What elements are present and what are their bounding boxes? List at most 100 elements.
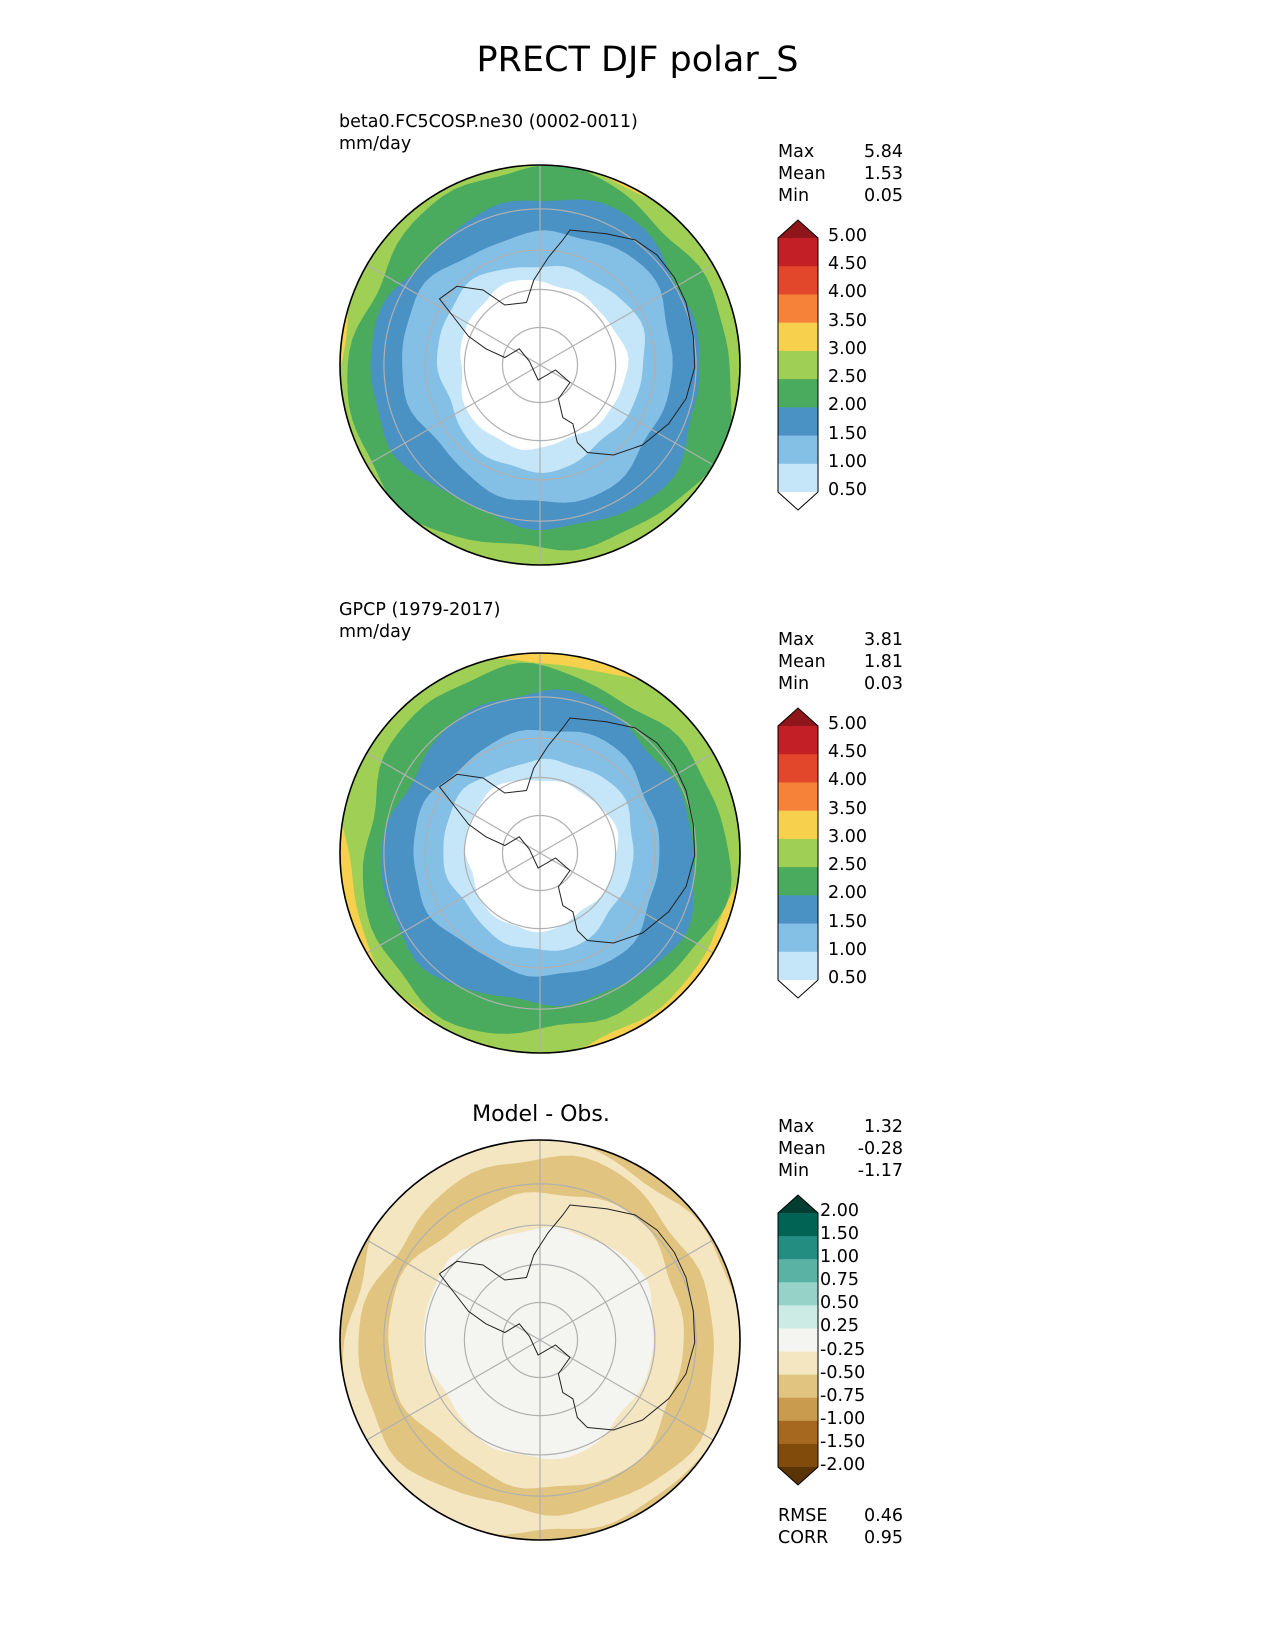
stat-max: Max 3.81 bbox=[778, 630, 903, 650]
colorbar-tick-label: 0.75 bbox=[820, 1270, 859, 1291]
colorbar-tick-label: 2.00 bbox=[820, 1201, 859, 1221]
colorbar-extend-min bbox=[778, 1467, 818, 1485]
panel-test-stats: Max 5.84 Mean 1.53 Min 0.05 bbox=[778, 141, 903, 207]
colorbar-extend-min bbox=[778, 980, 818, 998]
colorbar-bin bbox=[778, 951, 818, 981]
stat-mean: Mean 1.81 bbox=[778, 652, 903, 672]
graticule-meridian bbox=[539, 752, 714, 854]
colorbar-tick-label: 3.50 bbox=[828, 798, 867, 819]
graticule-meridian bbox=[539, 264, 714, 366]
stat-min: Min 0.05 bbox=[778, 186, 903, 206]
colorbar-tick-label: 3.00 bbox=[828, 826, 867, 847]
antarctica-coastline bbox=[438, 229, 696, 456]
panel-ref-name: GPCP (1979-2017) bbox=[339, 600, 501, 620]
graticule-meridian bbox=[366, 1339, 541, 1441]
colorbar-tick-label: 4.00 bbox=[828, 770, 867, 791]
stat-max: Max 1.32 bbox=[778, 1117, 903, 1137]
colorbar-bin bbox=[778, 810, 818, 840]
colorbar-tick-label: 2.00 bbox=[828, 395, 867, 416]
colorbar-bin bbox=[778, 266, 818, 295]
colorbar-tick-label: 0.50 bbox=[820, 1293, 859, 1314]
colorbar-tick-label: 4.50 bbox=[828, 254, 867, 275]
map-boundary bbox=[339, 652, 741, 1054]
panel-diff-title: Model - Obs. bbox=[472, 1102, 610, 1127]
colorbar-bin bbox=[778, 435, 818, 465]
panel-diff-metrics: RMSE 0.46 CORR 0.95 bbox=[778, 1505, 903, 1549]
stat-rmse: RMSE 0.46 bbox=[778, 1506, 903, 1526]
colorbar-bin bbox=[778, 782, 818, 812]
colorbar-extend-max bbox=[778, 220, 818, 238]
colorbar-bin bbox=[778, 923, 818, 953]
stat-min: Min -1.17 bbox=[778, 1161, 903, 1181]
panel-ref-label: GPCP (1979-2017) mm/day bbox=[339, 599, 501, 643]
colorbar-tick-label: 1.50 bbox=[828, 911, 867, 932]
panel-test-units: mm/day bbox=[339, 134, 412, 154]
colorbar-outline bbox=[777, 219, 819, 511]
colorbar-bin bbox=[778, 1351, 818, 1376]
colorbar-tick-label: -0.25 bbox=[820, 1339, 866, 1360]
figure-title: PRECT DJF polar_S bbox=[476, 40, 799, 80]
colorbar-bin bbox=[778, 754, 818, 783]
colorbar-tick-label: 2.00 bbox=[828, 883, 867, 904]
stat-corr: CORR 0.95 bbox=[778, 1528, 903, 1548]
colorbar-tick-label: 0.50 bbox=[828, 480, 867, 500]
colorbar-tick-label: 4.00 bbox=[828, 282, 867, 303]
colorbar-extend-min bbox=[778, 492, 818, 510]
colorbar-tick-label: 1.00 bbox=[820, 1247, 859, 1268]
colorbar-tick-label: 4.50 bbox=[828, 742, 867, 763]
colorbar-tick-label: -0.75 bbox=[820, 1385, 866, 1406]
colorbar-bin bbox=[778, 867, 818, 896]
colorbar-tick-label: 2.50 bbox=[828, 855, 867, 876]
colorbar-tick-label: 5.00 bbox=[828, 226, 867, 246]
map-boundary bbox=[339, 1139, 741, 1541]
panel-test-label: beta0.FC5COSP.ne30 (0002-0011) mm/day bbox=[339, 111, 638, 155]
colorbar-bin bbox=[778, 1259, 818, 1283]
map-contour-band bbox=[446, 1246, 640, 1439]
panel-diff-stats: Max 1.32 Mean -0.28 Min -1.17 bbox=[778, 1116, 903, 1182]
colorbar-bin bbox=[778, 1305, 818, 1329]
graticule-meridian bbox=[366, 752, 541, 854]
polar-map-test bbox=[339, 164, 741, 566]
stat-max: Max 5.84 bbox=[778, 142, 903, 162]
colorbar-tick-label: -0.50 bbox=[820, 1362, 866, 1383]
colorbar-tick-label: -1.00 bbox=[820, 1408, 866, 1429]
colorbar-bin bbox=[778, 1213, 818, 1237]
colorbar-bin bbox=[778, 726, 818, 755]
colorbar-tick-label: 0.25 bbox=[820, 1316, 859, 1337]
colorbar-ref bbox=[777, 707, 819, 999]
colorbar-bin bbox=[778, 322, 818, 352]
stat-mean: Mean -0.28 bbox=[778, 1139, 903, 1159]
antarctica-coastline bbox=[438, 1204, 696, 1431]
polar-map-diff bbox=[339, 1139, 741, 1541]
stat-mean: Mean 1.53 bbox=[778, 164, 903, 184]
colorbar-tick-label: 1.50 bbox=[820, 1224, 859, 1245]
colorbar-tick-label: -1.50 bbox=[820, 1431, 866, 1452]
colorbar-diff-ticks: -2.00 -1.50 -1.00 -0.75 -0.50 -0.25 0.25 0.50 0.… bbox=[820, 1193, 890, 1487]
colorbar-ref-ticks: 0.50 1.00 1.50 2.00 2.50 3.00 3.50 4.00 4.50 5.00 bbox=[828, 706, 888, 1000]
panel-ref-stats: Max 3.81 Mean 1.81 Min 0.03 bbox=[778, 629, 903, 695]
colorbar-bin bbox=[778, 1236, 818, 1260]
colorbar-bin bbox=[778, 1420, 818, 1445]
colorbar-bin bbox=[778, 895, 818, 925]
graticule-meridian bbox=[366, 852, 541, 954]
colorbar-bin bbox=[778, 1282, 818, 1306]
colorbar-bin bbox=[778, 238, 818, 267]
colorbar-diff bbox=[777, 1194, 819, 1486]
colorbar-bin bbox=[778, 379, 818, 408]
colorbar-tick-label: 1.00 bbox=[828, 451, 867, 472]
colorbar-tick-label: 0.50 bbox=[828, 968, 867, 988]
panel-ref-units: mm/day bbox=[339, 622, 412, 642]
colorbar-tick-label: 5.00 bbox=[828, 714, 867, 734]
colorbar-extend-max bbox=[778, 1195, 818, 1213]
colorbar-tick-label: -2.00 bbox=[820, 1455, 866, 1475]
colorbar-test bbox=[777, 219, 819, 511]
colorbar-tick-label: 1.00 bbox=[828, 939, 867, 960]
colorbar-outline bbox=[777, 1194, 819, 1486]
graticule-meridian bbox=[539, 1239, 714, 1341]
colorbar-tick-label: 3.00 bbox=[828, 338, 867, 359]
colorbar-bin bbox=[778, 1328, 818, 1353]
polar-map-ref bbox=[339, 652, 741, 1054]
panel-test-name: beta0.FC5COSP.ne30 (0002-0011) bbox=[339, 112, 638, 132]
colorbar-bin bbox=[778, 463, 818, 493]
colorbar-bin bbox=[778, 1443, 818, 1468]
